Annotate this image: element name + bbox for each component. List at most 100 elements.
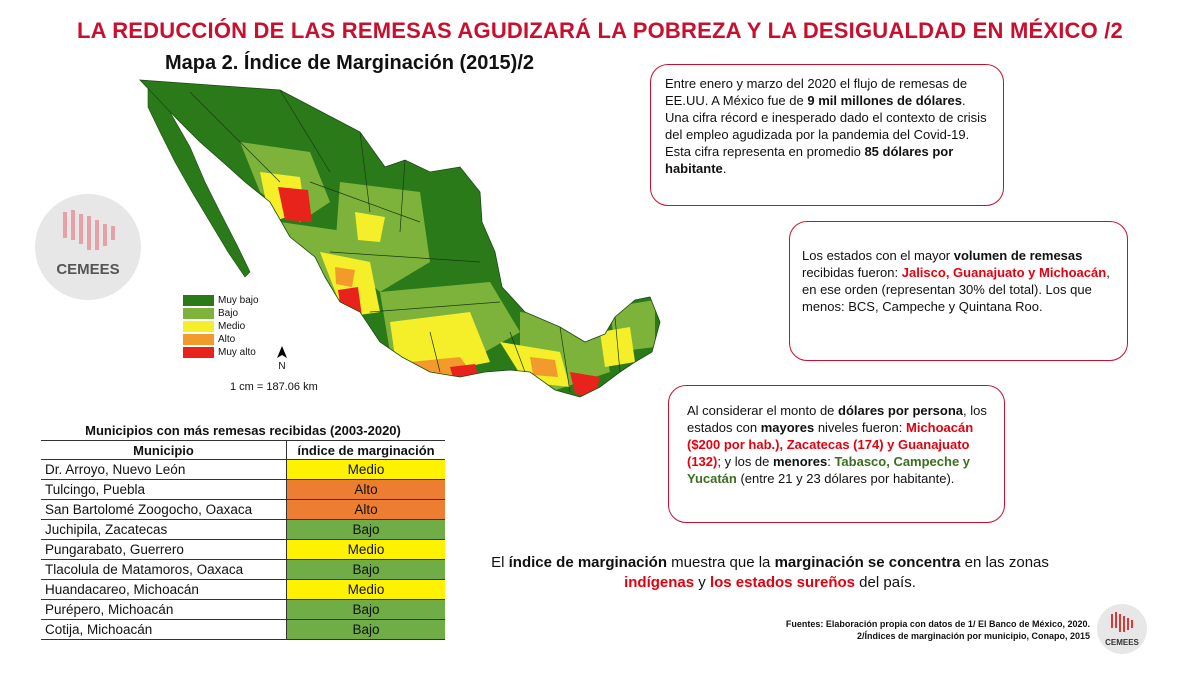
- column-header-indice: índice de marginación: [286, 441, 445, 460]
- logo-text: CEMEES: [56, 261, 120, 278]
- legend-label: Medio: [218, 321, 246, 332]
- mainland-outline: [139, 79, 661, 398]
- legend-label: Muy alto: [218, 347, 256, 358]
- table-row: Cotija, Michoacán Bajo: [41, 619, 445, 640]
- table-row: Huandacareo, Michoacán Medio: [41, 579, 445, 600]
- indice-cell: Medio: [286, 579, 445, 600]
- legend-swatch: [183, 308, 214, 319]
- logo-mark-icon: [63, 210, 115, 250]
- box2-text: Los estados con el mayor: [802, 248, 954, 263]
- municipio-cell: Tlacolula de Matamoros, Oaxaca: [41, 559, 287, 580]
- legend-swatch: [183, 334, 214, 345]
- municipios-table: Municipios con más remesas recibidas (20…: [41, 421, 445, 640]
- legend-item: Medio: [183, 320, 259, 333]
- box3-top-states: Michoacán ($200 por hab.), Zacatecas (17…: [687, 420, 974, 469]
- legend-swatch: [183, 321, 214, 332]
- sources: Fuentes: Elaboración propia con datos de…: [700, 618, 1090, 642]
- legend-swatch: [183, 295, 214, 306]
- box1-highlight: 85 dólares por habitante: [665, 144, 954, 176]
- baja-california-shape: [147, 83, 251, 278]
- conclusion-part: y: [694, 574, 710, 591]
- municipio-cell: Dr. Arroyo, Nuevo León: [41, 459, 287, 480]
- north-arrow-icon: [277, 346, 287, 358]
- conclusion-part: del país.: [855, 574, 916, 591]
- box1-text: Esta cifra representa en promedio: [665, 144, 865, 159]
- box3-text: Al considerar el monto de: [687, 403, 839, 418]
- north-arrow: N: [277, 346, 287, 372]
- box3-highlight: dólares por persona: [838, 403, 964, 418]
- box3-text: niveles fueron:: [814, 420, 906, 435]
- box3-text: (entre 21 y 23 dólares por habitante).: [736, 471, 955, 486]
- table-row: San Bartolomé Zoogocho, Oaxaca Alto: [41, 499, 445, 520]
- conclusion-highlight: índice de marginación: [508, 554, 668, 571]
- legend-item: Bajo: [183, 307, 259, 320]
- table-row: Juchipila, Zacatecas Bajo: [41, 519, 445, 540]
- indice-cell: Alto: [286, 499, 445, 520]
- column-header-municipio: Municipio: [41, 441, 287, 460]
- box1-text: .: [722, 161, 727, 176]
- indice-cell: Medio: [286, 539, 445, 560]
- box3-bottom-states: Tabasco, Campeche y Yucatán: [687, 454, 971, 486]
- municipio-cell: Tulcingo, Puebla: [41, 479, 287, 500]
- remesas-volume-box: Los estados con el mayor volumen de reme…: [789, 221, 1128, 361]
- map-scale: 1 cm = 187.06 km: [230, 381, 318, 393]
- box1-text: Entre enero y marzo del 2020 el flujo de…: [665, 76, 968, 108]
- box3-text: , los estados con: [687, 403, 987, 435]
- table-row: Dr. Arroyo, Nuevo León Medio: [41, 459, 445, 480]
- municipio-cell: Huandacareo, Michoacán: [41, 579, 287, 600]
- dollars-per-person-box: Al considerar el monto de dólares por pe…: [668, 385, 1005, 523]
- page-title: LA REDUCCIÓN DE LAS REMESAS AGUDIZARÁ LA…: [76, 18, 1123, 43]
- logo-text: CEMEES: [1105, 638, 1139, 647]
- municipio-cell: Cotija, Michoacán: [41, 619, 287, 640]
- table-row: Tulcingo, Puebla Alto: [41, 479, 445, 500]
- remesas-flow-box: Entre enero y marzo del 2020 el flujo de…: [650, 64, 1004, 206]
- box2-highlight: volumen de remesas: [953, 248, 1083, 263]
- conclusion-part: El: [491, 554, 509, 571]
- legend-label: Muy bajo: [218, 295, 259, 306]
- conclusion-part: en las zonas: [960, 554, 1049, 571]
- cemees-logo: CEMEES: [35, 194, 141, 300]
- conclusion-red: indígenas: [624, 574, 695, 591]
- source-line: Fuentes: Elaboración propia con datos de…: [785, 619, 1090, 629]
- mexico-marginalization-map: [139, 79, 661, 398]
- indice-cell: Bajo: [286, 559, 445, 580]
- legend-label: Bajo: [218, 308, 239, 319]
- table-row: Tlacolula de Matamoros, Oaxaca Bajo: [41, 559, 445, 580]
- legend-swatch: [183, 347, 214, 358]
- table-header-row: Municipio índice de marginación: [41, 441, 445, 460]
- indice-cell: Medio: [286, 459, 445, 480]
- municipio-cell: San Bartolomé Zoogocho, Oaxaca: [41, 499, 287, 520]
- box3-highlight: menores: [773, 454, 828, 469]
- logo-mark-icon: [1111, 612, 1133, 632]
- north-label: N: [278, 361, 286, 372]
- conclusion-red: los estados sureños: [709, 574, 856, 591]
- legend-item: Alto: [183, 333, 259, 346]
- box2-text: , en ese orden (representan 30% del tota…: [802, 265, 1110, 314]
- table-row: Purépero, Michoacán Bajo: [41, 599, 445, 620]
- source-line: 2/Índices de marginación por municipio, …: [856, 631, 1090, 641]
- conclusion-part: muestra que la: [667, 554, 775, 571]
- municipio-cell: Purépero, Michoacán: [41, 599, 287, 620]
- map-subtitle: Mapa 2. Índice de Marginación (2015)/2: [165, 52, 535, 74]
- indice-cell: Bajo: [286, 619, 445, 640]
- box2-states: Jalisco, Guanajuato y Michoacán: [901, 265, 1107, 280]
- conclusion-text: El índice de marginación muestra que la …: [470, 553, 1070, 593]
- legend-item: Muy alto: [183, 346, 259, 359]
- table-row: Pungarabato, Guerrero Medio: [41, 539, 445, 560]
- indice-cell: Bajo: [286, 519, 445, 540]
- municipio-cell: Juchipila, Zacatecas: [41, 519, 287, 540]
- cemees-logo-small: CEMEES: [1097, 604, 1147, 654]
- indice-cell: Alto: [286, 479, 445, 500]
- municipio-cell: Pungarabato, Guerrero: [41, 539, 287, 560]
- box3-highlight: mayores: [760, 420, 815, 435]
- indice-cell: Bajo: [286, 599, 445, 620]
- legend-item: Muy bajo: [183, 294, 259, 307]
- legend-label: Alto: [218, 334, 236, 345]
- box2-text: recibidas fueron:: [802, 265, 902, 280]
- conclusion-highlight: marginación se concentra: [774, 554, 961, 571]
- map-legend: Muy bajo Bajo Medio Alto Muy alto: [183, 294, 259, 359]
- box1-highlight: 9 mil millones de dólares: [807, 93, 962, 108]
- box1-text: . Una cifra récord e inesperado dado el …: [665, 93, 987, 142]
- box3-text: :: [827, 454, 835, 469]
- box3-text: ; y los de: [717, 454, 773, 469]
